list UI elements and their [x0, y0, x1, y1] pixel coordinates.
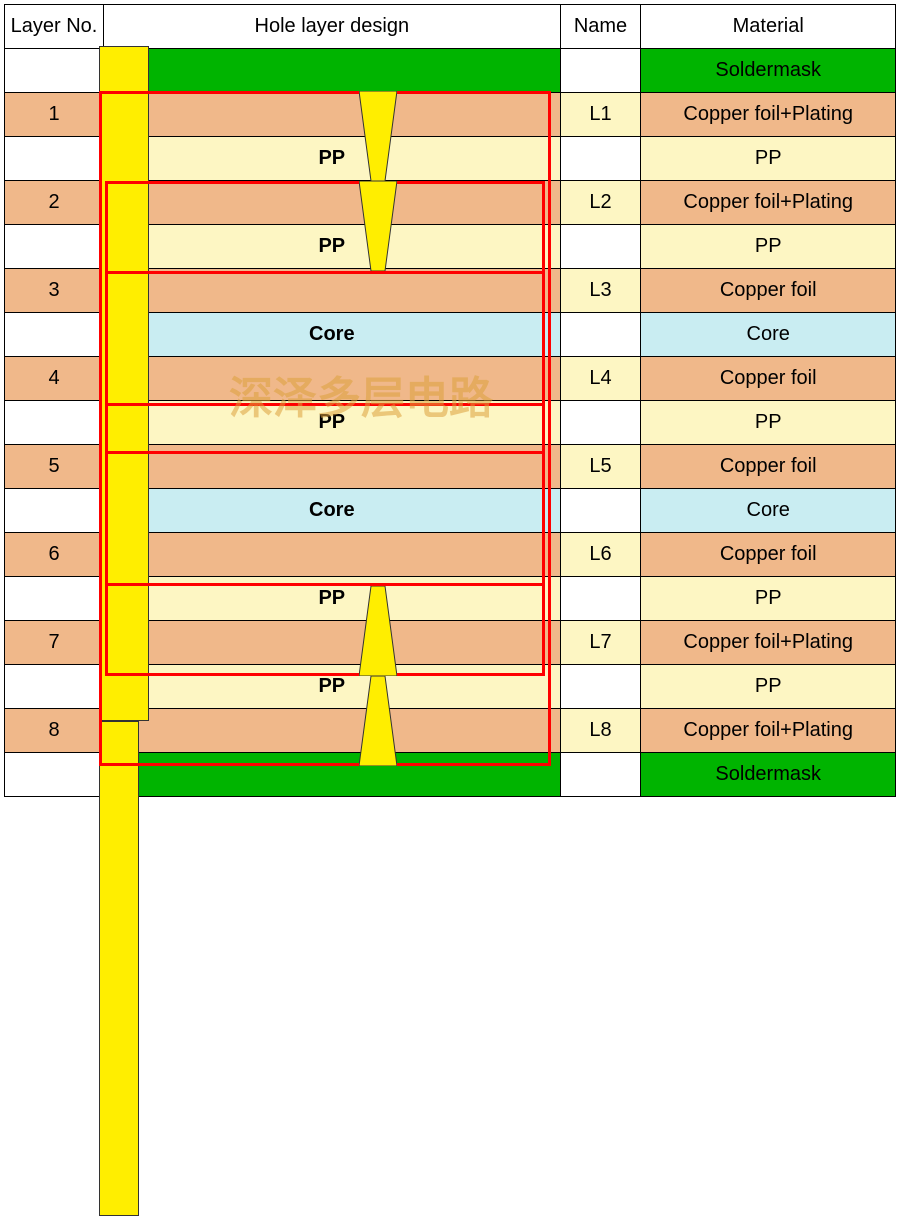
name-cell: L3: [560, 269, 641, 313]
design-cell: [104, 753, 561, 797]
layerno-cell: [5, 401, 104, 445]
name-cell: L5: [560, 445, 641, 489]
material-cell: PP: [641, 137, 896, 181]
design-cell: [104, 181, 561, 225]
design-cell: PP: [104, 137, 561, 181]
table-row: 7 L7Copper foil+Plating: [5, 621, 896, 665]
table-row: 4 L4Copper foil: [5, 357, 896, 401]
layerno-cell: 4: [5, 357, 104, 401]
design-cell: [104, 49, 561, 93]
name-cell: L4: [560, 357, 641, 401]
table-row: Soldermask: [5, 49, 896, 93]
material-cell: Core: [641, 313, 896, 357]
layerno-cell: 5: [5, 445, 104, 489]
name-cell: L1: [560, 93, 641, 137]
design-cell: PP: [104, 577, 561, 621]
name-cell: [560, 49, 641, 93]
material-cell: Copper foil+Plating: [641, 709, 896, 753]
material-cell: Copper foil: [641, 357, 896, 401]
table-row: 8 L8Copper foil+Plating: [5, 709, 896, 753]
layerno-cell: 1: [5, 93, 104, 137]
design-cell: [104, 93, 561, 137]
material-cell: Copper foil+Plating: [641, 181, 896, 225]
material-cell: PP: [641, 225, 896, 269]
design-cell: PP: [104, 401, 561, 445]
name-cell: [560, 313, 641, 357]
layerno-cell: [5, 313, 104, 357]
design-cell: Core: [104, 489, 561, 533]
name-cell: [560, 753, 641, 797]
material-cell: Copper foil+Plating: [641, 621, 896, 665]
table-row: PP PP: [5, 225, 896, 269]
name-cell: [560, 225, 641, 269]
table-row: PP PP: [5, 577, 896, 621]
table-row: PP PP: [5, 137, 896, 181]
table-row: Core Core: [5, 313, 896, 357]
name-cell: [560, 489, 641, 533]
design-cell: [104, 357, 561, 401]
design-cell: [104, 269, 561, 313]
design-cell: [104, 533, 561, 577]
table-row: PP PP: [5, 665, 896, 709]
material-cell: Copper foil: [641, 269, 896, 313]
design-cell: PP: [104, 225, 561, 269]
material-cell: Core: [641, 489, 896, 533]
material-cell: Copper foil: [641, 445, 896, 489]
header-name: Name: [560, 5, 641, 49]
layerno-cell: [5, 225, 104, 269]
header-material: Material: [641, 5, 896, 49]
layerno-cell: 3: [5, 269, 104, 313]
design-cell: [104, 709, 561, 753]
header-layerno: Layer No.: [5, 5, 104, 49]
material-cell: Copper foil: [641, 533, 896, 577]
layerno-cell: [5, 577, 104, 621]
name-cell: L7: [560, 621, 641, 665]
layerno-cell: 7: [5, 621, 104, 665]
material-cell: PP: [641, 665, 896, 709]
table-header-row: Layer No. Hole layer design Name Materia…: [5, 5, 896, 49]
layerno-cell: 6: [5, 533, 104, 577]
layerno-cell: [5, 665, 104, 709]
table-row: 1 L1Copper foil+Plating: [5, 93, 896, 137]
table-row: Core Core: [5, 489, 896, 533]
design-cell: PP: [104, 665, 561, 709]
table-row: 3 L3Copper foil: [5, 269, 896, 313]
layerno-cell: [5, 137, 104, 181]
name-cell: L2: [560, 181, 641, 225]
table-row: 6 L6Copper foil: [5, 533, 896, 577]
name-cell: [560, 665, 641, 709]
layerno-cell: 2: [5, 181, 104, 225]
layerno-cell: [5, 49, 104, 93]
material-cell: Copper foil+Plating: [641, 93, 896, 137]
table-row: PP PP: [5, 401, 896, 445]
header-design: Hole layer design: [104, 5, 561, 49]
material-cell: Soldermask: [641, 49, 896, 93]
table-row: 2 L2Copper foil+Plating: [5, 181, 896, 225]
table-row: Soldermask: [5, 753, 896, 797]
layerno-cell: [5, 489, 104, 533]
material-cell: Soldermask: [641, 753, 896, 797]
name-cell: [560, 137, 641, 181]
name-cell: [560, 401, 641, 445]
layerno-cell: 8: [5, 709, 104, 753]
design-cell: Core: [104, 313, 561, 357]
pcb-stackup-table: Layer No. Hole layer design Name Materia…: [4, 4, 896, 797]
table-row: 5 L5Copper foil: [5, 445, 896, 489]
layerno-cell: [5, 753, 104, 797]
design-cell: [104, 445, 561, 489]
design-cell: [104, 621, 561, 665]
name-cell: L8: [560, 709, 641, 753]
material-cell: PP: [641, 577, 896, 621]
material-cell: PP: [641, 401, 896, 445]
name-cell: L6: [560, 533, 641, 577]
name-cell: [560, 577, 641, 621]
